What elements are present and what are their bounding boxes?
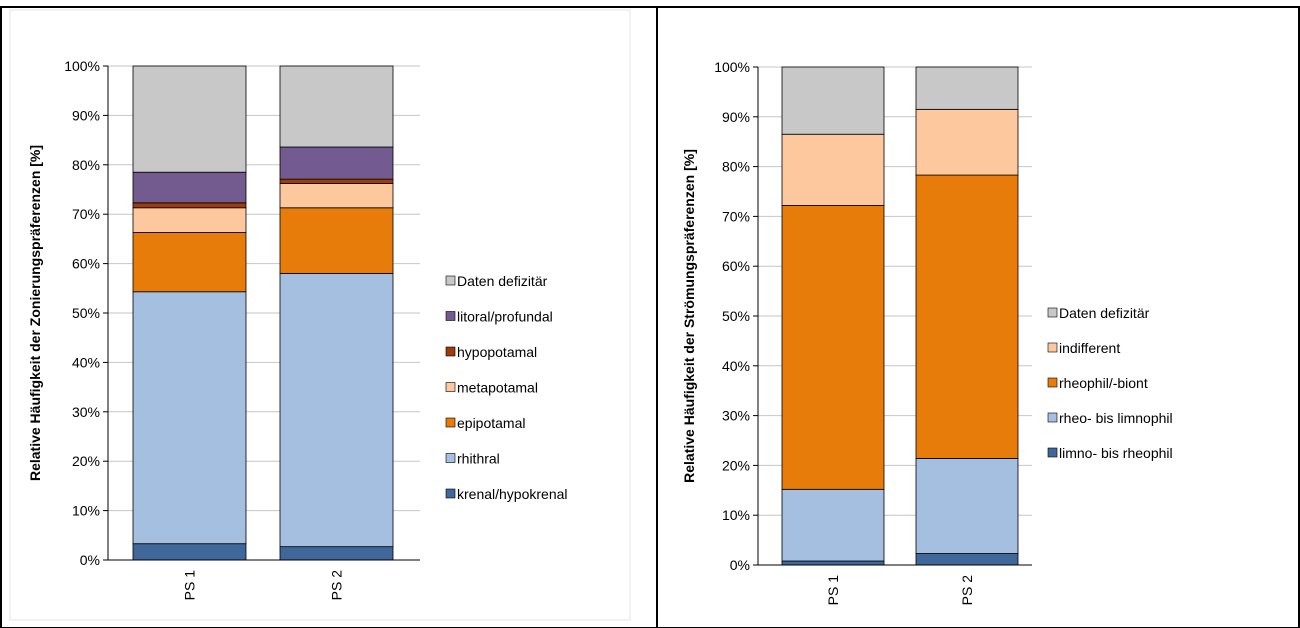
y-tick-label: 40% bbox=[722, 358, 750, 374]
bar-segment-hypopotamal bbox=[279, 178, 394, 184]
y-axis-title: Relative Häufigkeit der Zonierungspräfer… bbox=[27, 145, 43, 481]
y-tick-label: 100% bbox=[714, 59, 750, 75]
legend-swatch-rheo-bis-limnophil bbox=[1047, 412, 1058, 423]
y-tick-label: 100% bbox=[64, 58, 100, 74]
y-tick-label: 80% bbox=[72, 157, 100, 173]
bar-segment-indifferent bbox=[781, 133, 885, 206]
y-tick-label: 60% bbox=[722, 258, 750, 274]
bar-segment-litoral-profundal bbox=[279, 146, 394, 180]
bar-segment-limno-bis-rheophil bbox=[915, 553, 1019, 566]
legend-label-daten-defizit-r: Daten defizitär bbox=[457, 273, 548, 289]
legend-label-hypopotamal: hypopotamal bbox=[457, 344, 537, 360]
bar-segment-daten-defizit-r bbox=[781, 66, 885, 135]
x-tick-label: PS 2 bbox=[329, 570, 345, 601]
y-tick-label: 20% bbox=[72, 453, 100, 469]
y-tick-label: 20% bbox=[722, 457, 750, 473]
legend-label-metapotamal: metapotamal bbox=[457, 380, 538, 396]
bar-segment-rheophil-biont bbox=[915, 174, 1019, 459]
zonierung-chart: 0% 10% 20% 30% 40% 50% 60% 70% 80% 90% 100% PS 1 PS … bbox=[27, 58, 568, 600]
legend-swatch-litoral-profundal bbox=[445, 311, 456, 321]
y-tick-label: 60% bbox=[72, 256, 100, 272]
bar-segment-metapotamal bbox=[279, 183, 394, 209]
legend-swatch-rheophil-biont bbox=[1047, 377, 1058, 388]
y-tick-label: 50% bbox=[722, 308, 750, 324]
y-tick-label: 80% bbox=[722, 159, 750, 175]
legend-label-rhithral: rhithral bbox=[457, 451, 500, 467]
bar-segment-epipotamal bbox=[132, 232, 247, 293]
legend-label-daten-defizit-r: Daten defizitär bbox=[1059, 305, 1150, 321]
legend-label-krenal-hypokrenal: krenal/hypokrenal bbox=[457, 486, 568, 502]
y-tick-label: 90% bbox=[722, 109, 750, 125]
bar-segment-rhithral bbox=[279, 273, 394, 548]
x-tick-label: PS 2 bbox=[959, 575, 975, 606]
legend-swatch-metapotamal bbox=[445, 382, 456, 392]
bar-segment-rhithral bbox=[132, 291, 247, 545]
bar-segment-daten-defizit-r bbox=[132, 65, 247, 173]
bar-segment-rheo-bis-limnophil bbox=[781, 488, 885, 562]
legend-swatch-daten-defizit-r bbox=[1047, 307, 1058, 318]
bar-segment-metapotamal bbox=[132, 207, 247, 233]
y-tick-label: 90% bbox=[72, 107, 100, 123]
y-tick-label: 10% bbox=[722, 507, 750, 523]
y-tick-label: 70% bbox=[722, 208, 750, 224]
bar-segment-epipotamal bbox=[279, 207, 394, 274]
legend-swatch-daten-defizit-r bbox=[445, 275, 456, 286]
legend-swatch-rhithral bbox=[445, 453, 456, 463]
y-tick-label: 30% bbox=[722, 408, 750, 424]
x-tick-label: PS 1 bbox=[825, 575, 841, 606]
bar-segment-daten-defizit-r bbox=[915, 66, 1019, 110]
legend-label-litoral-profundal: litoral/profundal bbox=[457, 309, 553, 325]
bar-segment-rheo-bis-limnophil bbox=[915, 458, 1019, 554]
bar-segment-indifferent bbox=[915, 108, 1019, 176]
legend-swatch-epipotamal bbox=[445, 417, 456, 428]
left-chart-area-border bbox=[9, 9, 631, 621]
bar-segment-limno-bis-rheophil bbox=[781, 560, 885, 566]
legend-swatch-indifferent bbox=[1047, 342, 1058, 353]
legend-swatch-hypopotamal bbox=[445, 346, 456, 357]
y-tick-label: 0% bbox=[80, 552, 100, 568]
legend-label-indifferent: indifferent bbox=[1059, 340, 1120, 356]
outer-border bbox=[0, 6, 1300, 628]
y-tick-label: 30% bbox=[72, 404, 100, 420]
legend-swatch-limno-bis-rheophil bbox=[1047, 447, 1058, 458]
y-axis-title: Relative Häufigkeit der Strömungspräfere… bbox=[681, 149, 697, 483]
y-tick-label: 70% bbox=[72, 206, 100, 222]
y-tick-label: 40% bbox=[72, 354, 100, 370]
y-tick-label: 50% bbox=[72, 305, 100, 321]
legend-label-rheophil-biont: rheophil/-biont bbox=[1059, 375, 1148, 391]
bar-segment-hypopotamal bbox=[132, 202, 247, 209]
bar-segment-daten-defizit-r bbox=[279, 65, 394, 148]
legend-label-epipotamal: epipotamal bbox=[457, 415, 526, 431]
legend: Daten defizitär indifferent rheophil/-bion… bbox=[1047, 305, 1173, 461]
legend-label-rheo-bis-limnophil: rheo- bis limnophil bbox=[1059, 410, 1173, 426]
legend-label-limno-bis-rheophil: limno- bis rheophil bbox=[1059, 445, 1173, 461]
bar-segment-rheophil-biont bbox=[781, 205, 885, 490]
stroemung-chart: 0% 10% 20% 30% 40% 50% 60% 70% 80% 90% 100% PS 1 PS … bbox=[681, 59, 1173, 605]
y-tick-label: 10% bbox=[72, 503, 100, 519]
x-tick-label: PS 1 bbox=[182, 570, 198, 601]
y-tick-label: 0% bbox=[730, 557, 750, 573]
bar-segment-krenal-hypokrenal bbox=[132, 543, 247, 561]
legend: Daten defizitär litoral/profundal hypopota… bbox=[445, 273, 568, 502]
bar-segment-krenal-hypokrenal bbox=[279, 546, 394, 561]
bar-segment-litoral-profundal bbox=[132, 171, 247, 204]
legend-swatch-krenal-hypokrenal bbox=[445, 488, 456, 499]
